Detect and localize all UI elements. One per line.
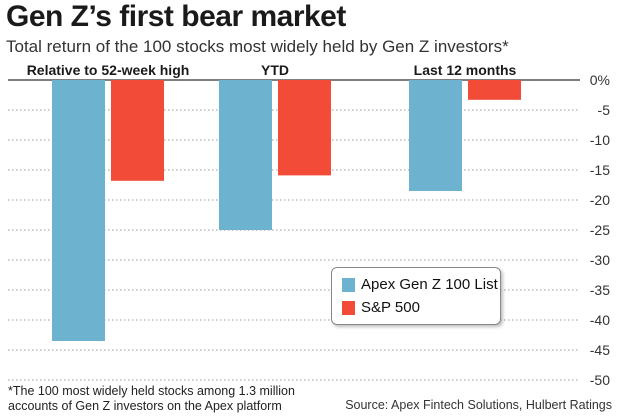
chart-legend: Apex Gen Z 100 List S&P 500: [331, 267, 501, 325]
bar-apex-gen-z-100: [409, 80, 462, 191]
legend-label-sp500: S&P 500: [361, 299, 420, 316]
chart-title: Gen Z’s first bear market: [6, 0, 346, 33]
y-tick-label: -45: [590, 342, 610, 358]
footnote: *The 100 most widely held stocks among 1…: [8, 384, 295, 413]
y-tick-label: -50: [590, 372, 610, 388]
bar-sp500: [468, 80, 521, 100]
y-tick-label: -25: [590, 222, 610, 238]
legend-item-sp500: S&P 500: [342, 299, 420, 316]
source-credit: Source: Apex Fintech Solutions, Hulbert …: [345, 398, 612, 412]
y-tick-label: -20: [590, 192, 610, 208]
bar-apex-gen-z-100: [219, 80, 272, 230]
y-tick-label: -35: [590, 282, 610, 298]
category-label: Last 12 months: [414, 62, 517, 78]
category-label: YTD: [261, 62, 289, 78]
legend-item-apex: Apex Gen Z 100 List: [342, 276, 498, 293]
bar-sp500: [111, 80, 164, 181]
bar-sp500: [278, 80, 331, 176]
legend-swatch-apex: [342, 277, 355, 292]
y-tick-label: -5: [598, 102, 611, 118]
y-tick-label: -40: [590, 312, 610, 328]
legend-label-apex: Apex Gen Z 100 List: [361, 276, 498, 293]
y-tick-label: -15: [590, 162, 610, 178]
y-tick-label: -30: [590, 252, 610, 268]
category-label: Relative to 52-week high: [27, 62, 190, 78]
bar-apex-gen-z-100: [52, 80, 105, 341]
chart-subtitle: Total return of the 100 stocks most wide…: [6, 37, 509, 56]
y-tick-label: -10: [590, 132, 610, 148]
y-tick-label: 0%: [590, 72, 610, 88]
legend-swatch-sp500: [342, 300, 355, 315]
